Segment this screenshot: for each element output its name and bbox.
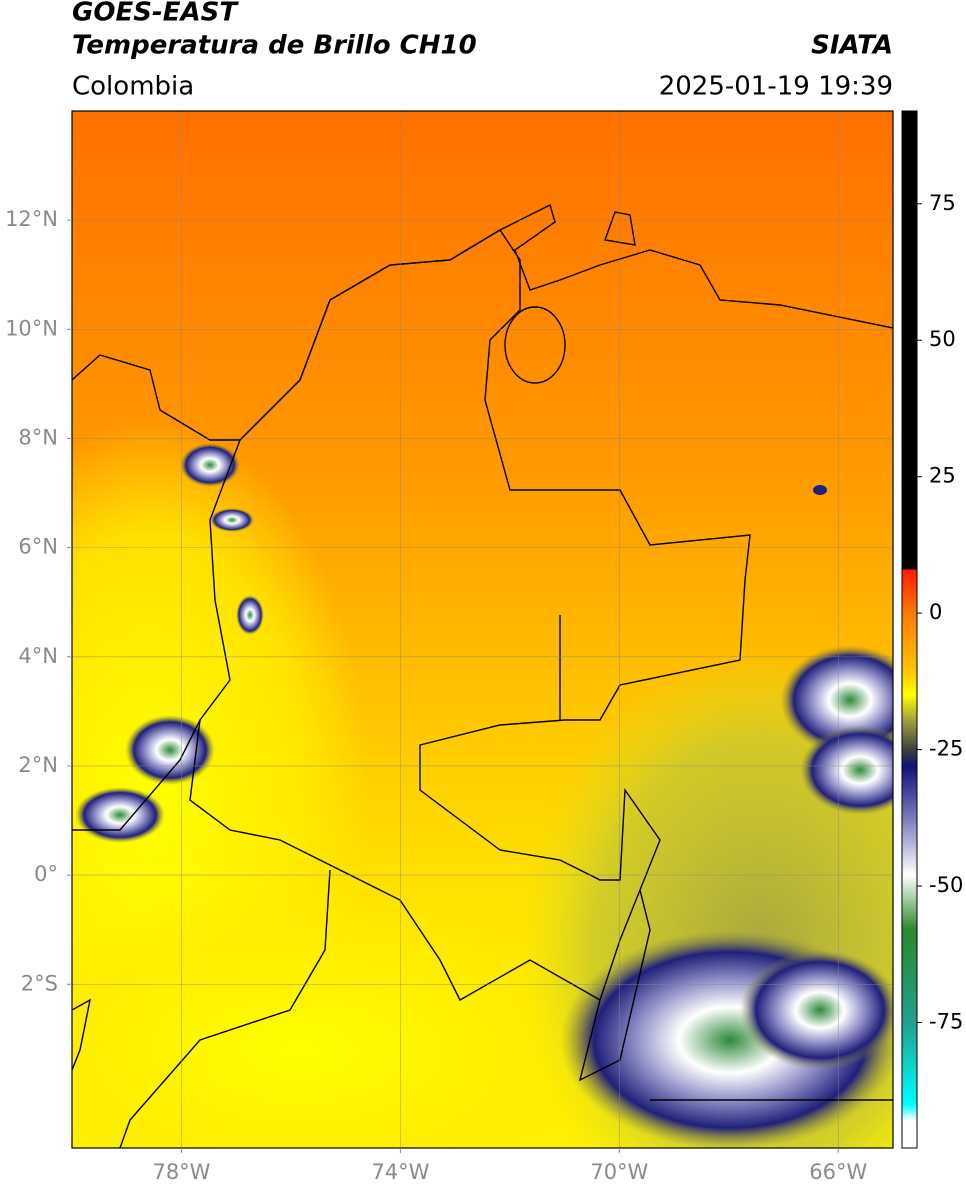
colorbar-tick-label: 0 <box>929 600 942 624</box>
source: SIATA <box>811 31 893 61</box>
x-tick-label: 66°W <box>809 1160 867 1184</box>
colorbar-tick-label: -50 <box>929 873 963 897</box>
y-tick-label: 8°N <box>18 425 58 449</box>
subtitle: Temperatura de Brillo CH10 <box>72 31 477 61</box>
map-frame <box>71 110 894 1149</box>
map-image <box>72 111 893 1148</box>
x-tick-label: 70°W <box>590 1160 648 1184</box>
y-tick-label: 4°N <box>18 644 58 668</box>
y-tick-label: 0° <box>34 862 58 886</box>
x-tick-label: 74°W <box>371 1160 429 1184</box>
colorbar-tick-label: 75 <box>929 191 956 215</box>
colorbar-tick-label: 25 <box>929 464 956 488</box>
y-tick-label: 10°N <box>5 316 58 340</box>
colorbar-tick-label: -25 <box>929 737 963 761</box>
y-tick-label: 2°S <box>21 971 58 995</box>
colorbar-tick-label: -75 <box>929 1009 963 1033</box>
y-tick-label: 2°N <box>18 753 58 777</box>
colorbar-tick-label: 50 <box>929 327 956 351</box>
timestamp: 2025-01-19 19:39 <box>659 72 893 102</box>
title: GOES-EAST <box>72 0 239 28</box>
y-tick-label: 6°N <box>18 535 58 559</box>
colorbar <box>901 110 918 1149</box>
x-tick-label: 78°W <box>152 1160 210 1184</box>
y-tick-label: 12°N <box>5 207 58 231</box>
region: Colombia <box>72 72 194 102</box>
